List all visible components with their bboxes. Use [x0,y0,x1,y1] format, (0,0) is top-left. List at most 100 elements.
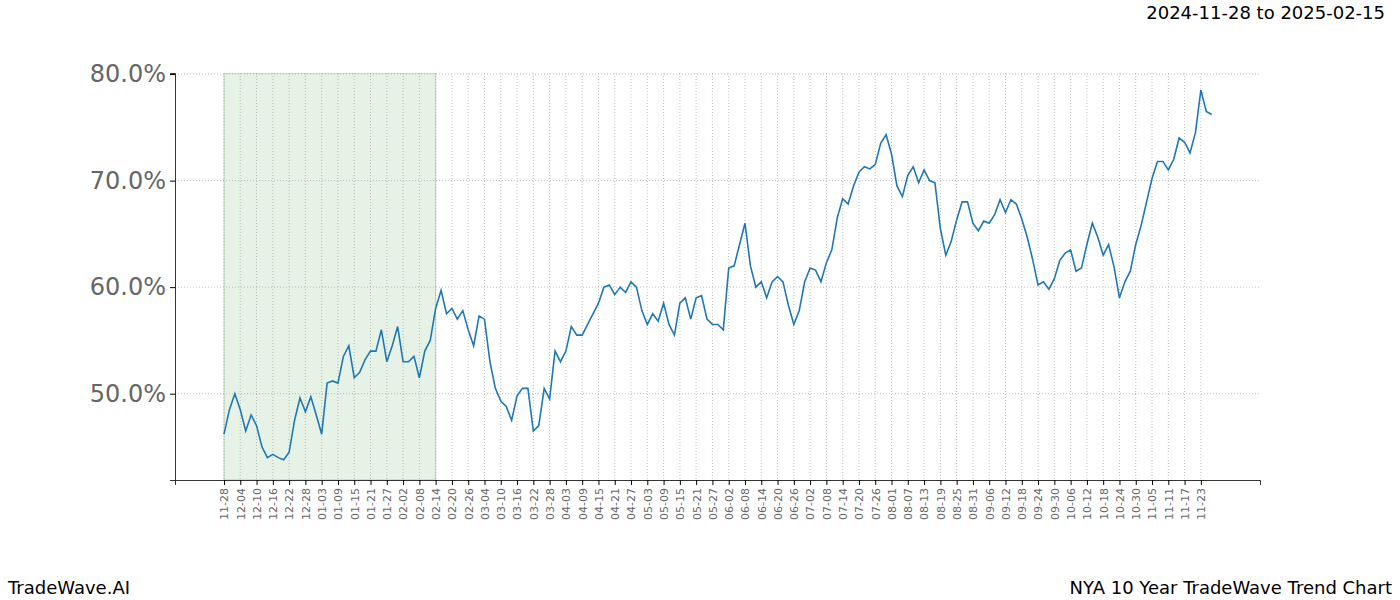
x-tick-mark [484,480,485,485]
highlight-group [224,73,436,480]
grid-line-x [810,73,811,480]
x-tick-label: 01-03 [316,488,329,520]
x-tick: 07-08 [821,480,834,520]
x-tick-label: 07-20 [853,488,866,520]
x-tick-label: 05-09 [658,488,671,520]
x-tick: 06-20 [772,480,785,520]
x-tick-label: 07-08 [821,488,834,520]
x-tick-mark [761,480,762,485]
x-tick-label: 11-28 [218,488,231,520]
x-tick: 11-05 [1146,480,1159,520]
x-tick-label: 05-03 [642,488,655,520]
y-tick: 70.0% [90,167,175,195]
y-tick-mark [170,394,175,395]
grid-line-y [175,287,1260,288]
grid-line-y [175,393,1260,394]
x-tick-mark [989,480,990,485]
x-tick-mark [240,480,241,485]
x-tick-label: 04-27 [625,488,638,520]
grid-line-x [321,73,322,480]
grid-line-x [533,73,534,480]
x-tick-label: 02-08 [414,488,427,520]
x-tick-label: 02-02 [397,488,410,520]
y-tick-label: 80.0% [90,60,166,88]
grid-line-x [875,73,876,480]
grid-line-x [1168,73,1169,480]
x-tick-label: 08-25 [951,488,964,520]
x-tick-label: 10-30 [1130,488,1143,520]
y-axis: 50.0%60.0%70.0%80.0% [90,60,176,480]
x-tick: 08-19 [935,480,948,520]
x-tick-label: 02-20 [446,488,459,520]
x-tick-label: 06-20 [772,488,785,520]
x-tick-label: 03-28 [544,488,557,520]
x-tick: 11-17 [1179,480,1192,520]
x-tick: 08-13 [918,480,931,520]
y-tick-mark [170,74,175,75]
grid-line-x [549,73,550,480]
x-tick-label: 10-06 [1065,488,1078,520]
x-tick-mark [647,480,648,485]
x-tick: 05-27 [707,480,720,520]
x-tick: 05-09 [658,480,671,520]
grid-line-x [744,73,745,480]
x-tick: 02-26 [463,480,476,520]
x-tick: 08-25 [951,480,964,520]
x-tick-label: 01-09 [332,488,345,520]
y-tick-label: 50.0% [90,380,166,408]
x-tick-mark [419,480,420,485]
x-tick-label: 09-18 [1016,488,1029,520]
x-tick-label: 10-24 [1114,488,1127,520]
x-tick: 07-20 [853,480,866,520]
x-tick-mark [566,480,567,485]
x-tick-mark [794,480,795,485]
y-tick: 50.0% [90,380,175,408]
x-tick-mark [712,480,713,485]
x-tick: 06-14 [756,480,769,520]
x-tick-mark [1071,480,1072,485]
x-tick-label: 12-04 [235,488,248,520]
x-tick-mark [224,480,225,485]
x-tick-mark [1152,480,1153,485]
grid-line-x [940,73,941,480]
grid-line-x [289,73,290,480]
x-tick: 12-10 [251,480,264,520]
x-tick: 07-14 [837,480,850,520]
x-tick-label: 04-15 [593,488,606,520]
x-axis: 11-2812-0412-1012-1612-2212-2801-0301-09… [176,480,1261,520]
x-tick-label: 08-07 [902,488,915,520]
grid-line-x [712,73,713,480]
x-tick-label: 06-14 [756,488,769,520]
x-tick-label: 09-24 [1032,488,1045,520]
grid-line-x [631,73,632,480]
grid-line-x [272,73,273,480]
x-tick-mark [908,480,909,485]
x-tick-mark [892,480,893,485]
y-tick-label: 70.0% [90,167,166,195]
x-tick-label: 11-05 [1146,488,1159,520]
x-tick: 02-08 [414,480,427,520]
x-tick: 01-15 [349,480,362,520]
x-tick-label: 02-14 [430,488,443,520]
x-tick: 01-21 [365,480,378,520]
x-tick: 10-06 [1065,480,1078,520]
x-tick: 03-22 [528,480,541,520]
x-tick-label: 02-26 [463,488,476,520]
x-tick: 04-15 [593,480,606,520]
x-tick-mark [1054,480,1055,485]
x-tick: 04-09 [577,480,590,520]
grid-line-x [419,73,420,480]
x-tick-label: 11-17 [1179,488,1192,520]
x-tick-label: 04-03 [560,488,573,520]
x-tick-mark [924,480,925,485]
grid-line-x [386,73,387,480]
title: 2024-11-28 to 2025-02-15 [1146,2,1385,23]
x-tick: 05-15 [674,480,687,520]
x-tick-mark [452,480,453,485]
x-tick-mark [468,480,469,485]
grid-line-x [451,73,452,480]
x-tick-mark [533,480,534,485]
x-tick: 06-26 [788,480,801,520]
grid-line-x [1152,73,1153,480]
grid-line-x [517,73,518,480]
